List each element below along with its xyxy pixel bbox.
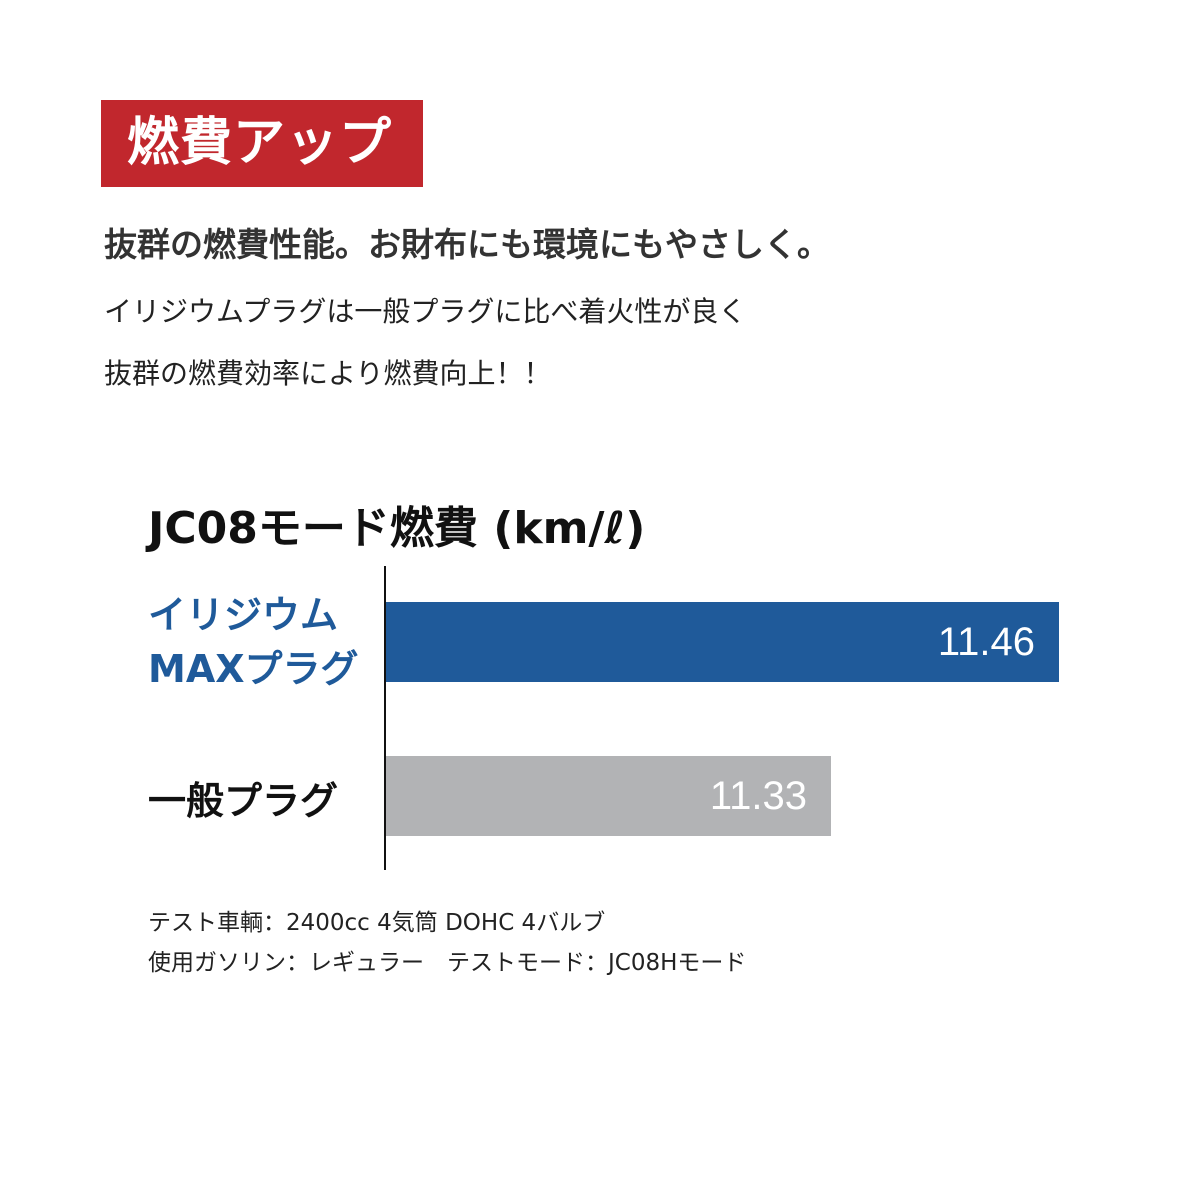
- test-mode-note: 使用ガソリン：レギュラー テストモード：JC08Hモード: [148, 950, 747, 976]
- section-badge: 燃費アップ: [101, 100, 423, 187]
- bar-standard: 11.33: [386, 756, 831, 836]
- data-label: 11.33: [709, 774, 807, 818]
- description-line-2: 抜群の燃費効率により燃費向上！！: [104, 357, 552, 390]
- bar-iridium: 11.46: [386, 602, 1059, 682]
- category-label-line: イリジウム: [148, 593, 339, 637]
- test-vehicle-note: テスト車輌：2400cc 4気筒 DOHC 4バルブ: [148, 910, 606, 936]
- description-line-1: イリジウムプラグは一般プラグに比べ着火性が良く: [104, 295, 747, 328]
- category-label-line: MAXプラグ: [148, 647, 359, 691]
- category-label-standard: 一般プラグ: [148, 774, 338, 828]
- chart-title: JC08モード燃費 (km/ℓ): [148, 503, 646, 554]
- y-axis-line: [384, 566, 386, 870]
- category-label-iridium: イリジウム MAXプラグ: [148, 588, 359, 696]
- category-label-line: 一般プラグ: [148, 779, 339, 823]
- headline: 抜群の燃費性能。お財布にも環境にもやさしく。: [104, 225, 830, 264]
- data-label: 11.46: [937, 620, 1035, 664]
